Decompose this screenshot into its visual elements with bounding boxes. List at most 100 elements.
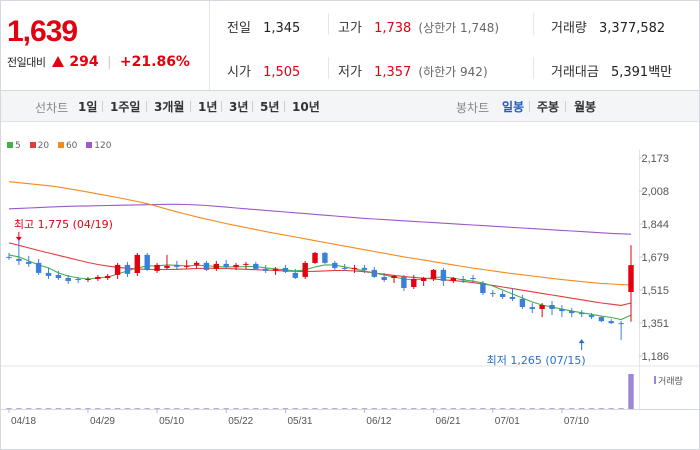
volume-legend-swatch (654, 376, 656, 384)
volume-bar (174, 408, 180, 409)
volume-bar (539, 408, 545, 409)
volume-bar (65, 408, 71, 409)
candle-body (243, 263, 249, 265)
candle-body (203, 262, 210, 270)
candle-body (6, 256, 12, 258)
volume-bar (124, 408, 131, 409)
candle-daily-button[interactable]: 일봉 (502, 100, 525, 114)
volume-bar (312, 408, 318, 409)
candle-body (351, 267, 358, 269)
volume-bar (134, 408, 140, 409)
stat-note: (상한가 1,748) (418, 21, 500, 35)
x-tick-label: 05/22 (228, 416, 253, 427)
max-annotation: 최고 1,775 (04/19) (14, 218, 113, 231)
period-3y-button[interactable]: 3년 (229, 100, 249, 114)
volume-bar (164, 408, 170, 409)
y-tick-label: 1,186 (641, 351, 669, 363)
stat-value: 3,377,582 (599, 21, 666, 36)
volume-bar (95, 408, 101, 409)
x-tick-label: 07/10 (564, 416, 589, 427)
legend-ma5: 5 (7, 141, 21, 151)
volume-bar (421, 408, 427, 409)
volume-bar (509, 408, 516, 409)
candle-body (85, 279, 91, 280)
volume-bar (519, 408, 526, 409)
candle-weekly-button[interactable]: 주봉 (537, 100, 560, 114)
y-tick-label: 1,844 (641, 219, 669, 231)
divider (252, 101, 253, 112)
volume-bar (16, 408, 22, 409)
volume-bar (144, 408, 150, 409)
volume-bar (430, 408, 437, 409)
candle-body (144, 254, 150, 270)
candle-body (480, 283, 486, 293)
volume-bar (480, 408, 486, 409)
candle-body (529, 307, 535, 310)
y-tick-label: 2,008 (641, 186, 669, 198)
volume-bar (223, 408, 229, 409)
volume-bar (628, 374, 634, 409)
candle-body (509, 297, 516, 299)
candle-body (95, 277, 101, 279)
candle-body (253, 263, 259, 269)
stat-unit: 백만 (648, 65, 673, 80)
candle-body (213, 263, 219, 269)
candle-body (272, 268, 279, 271)
volume-bar (401, 408, 407, 409)
candle-body (578, 313, 585, 315)
candle-body (164, 265, 170, 268)
price-box: 1,639 전일대비 294 | +21.86% (1, 1, 210, 90)
candle-body (450, 278, 456, 281)
period-5y-button[interactable]: 5년 (260, 100, 280, 114)
candle-body (499, 294, 506, 297)
stat-label: 저가 (338, 65, 362, 80)
candle-body (430, 269, 437, 279)
stat-label: 거래량 (551, 21, 587, 36)
stat-note: (하한가 942) (418, 65, 488, 79)
candle-body (411, 279, 417, 287)
candlestick-chart[interactable]: 2,173 2,008 1,844 1,679 1,515 1,351 1,186 04/18… (1, 122, 699, 449)
legend-swatch (57, 142, 64, 148)
stat-amount: 거래대금 5,391백만 (551, 61, 672, 80)
candle-body (75, 279, 81, 280)
candle-monthly-button[interactable]: 월봉 (574, 100, 597, 114)
volume-bar (351, 408, 358, 409)
stat-label: 전일 (227, 21, 251, 36)
volume-bar (75, 408, 81, 409)
candle-body (312, 252, 318, 263)
divider (146, 101, 147, 112)
volume-bar (371, 408, 377, 409)
volume-bar (618, 408, 624, 409)
volume-bar (253, 408, 259, 409)
divider (284, 101, 285, 112)
divider (190, 101, 191, 112)
candle-body (618, 323, 624, 325)
candle-body (105, 276, 111, 278)
candle-body (440, 269, 447, 281)
candle-body (114, 264, 121, 275)
x-tick-label: 06/21 (436, 416, 461, 427)
period-10y-button[interactable]: 10년 (292, 100, 320, 114)
stat-high: 고가 1,738 (상한가 1,748) (338, 17, 499, 36)
stat-label: 거래대금 (551, 65, 599, 80)
volume-bar (381, 408, 387, 409)
volume-bar (588, 408, 595, 409)
candle-body (371, 269, 377, 277)
period-1y-button[interactable]: 1년 (198, 100, 218, 114)
stat-value: 1,357 (374, 65, 412, 80)
x-tick-label: 05/10 (159, 416, 184, 427)
change-row: 전일대비 294 | +21.86% (7, 54, 190, 70)
change-label: 전일대비 (7, 56, 46, 69)
candle-body (391, 276, 397, 278)
change-separator: | (107, 55, 112, 70)
ma-legend: 5 20 60 120 (7, 141, 117, 151)
candle-chart-label: 봉차트 (456, 101, 490, 115)
volume-bar (45, 408, 52, 409)
period-3m-button[interactable]: 3개월 (154, 100, 185, 114)
divider (529, 101, 530, 112)
volume-bar (569, 408, 575, 409)
volume-bar (114, 408, 121, 409)
period-1w-button[interactable]: 1주일 (110, 100, 141, 114)
period-1d-button[interactable]: 1일 (78, 100, 98, 114)
